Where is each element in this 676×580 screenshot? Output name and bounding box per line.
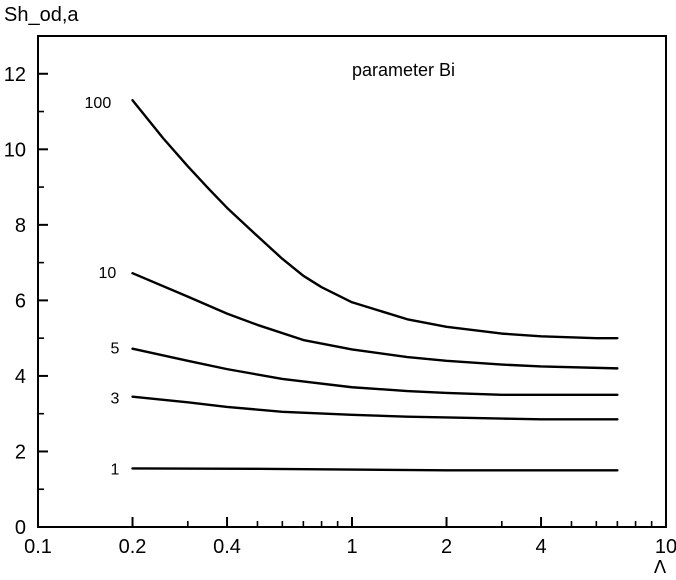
y-tick-label: 4 — [15, 366, 26, 388]
x-tick-label: 10 — [655, 536, 676, 558]
chart-annotation: parameter Bi — [352, 60, 455, 80]
y-tick-label: 2 — [15, 441, 26, 463]
series-line-bi-100 — [131, 99, 619, 340]
y-tick-label: 10 — [4, 139, 26, 161]
y-tick-label: 12 — [4, 64, 26, 86]
series-line-bi-5 — [131, 347, 619, 397]
series-line-bi-10 — [131, 271, 619, 370]
series-label-bi-10: 10 — [99, 265, 117, 282]
x-tick-label: 0.1 — [24, 536, 52, 558]
y-axis-title: Sh_od,a — [4, 4, 79, 26]
y-tick-label: 0 — [15, 517, 26, 539]
y-tick-label: 8 — [15, 215, 26, 237]
series-label-bi-1: 1 — [111, 461, 120, 478]
series-line-bi-3 — [131, 395, 619, 421]
y-tick-label: 6 — [15, 290, 26, 312]
x-tick-label: 2 — [441, 536, 452, 558]
series-line-bi-1 — [131, 467, 619, 472]
x-tick-label: 1 — [346, 536, 357, 558]
x-tick-label: 4 — [535, 536, 546, 558]
series-label-bi-100: 100 — [85, 95, 112, 112]
x-axis-title: Λ — [654, 557, 667, 578]
series-label-bi-5: 5 — [111, 341, 120, 358]
ticks-layer — [37, 72, 667, 528]
x-tick-label: 0.2 — [119, 536, 147, 558]
x-tick-label: 0.4 — [213, 536, 241, 558]
series-label-bi-3: 3 — [111, 391, 120, 408]
series-layer — [131, 99, 619, 472]
